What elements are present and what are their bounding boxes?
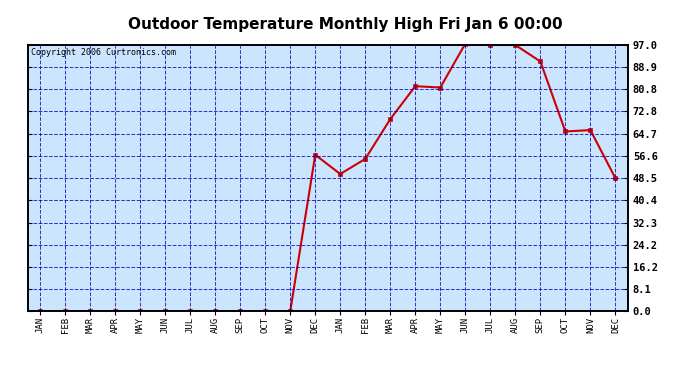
Text: Copyright 2006 Curtronics.com: Copyright 2006 Curtronics.com — [30, 48, 175, 57]
Text: Outdoor Temperature Monthly High Fri Jan 6 00:00: Outdoor Temperature Monthly High Fri Jan… — [128, 17, 562, 32]
